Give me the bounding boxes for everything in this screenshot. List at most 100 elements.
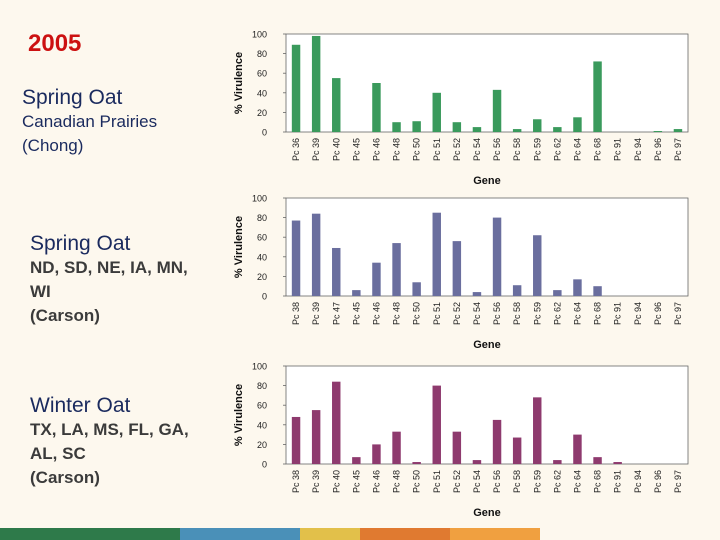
bar <box>512 285 522 296</box>
y-tick-label: 100 <box>252 30 267 40</box>
virulence-chart-1: 0 20 40 60 80 100 % Virulence Pc 36 Pc 39 Pc 40 Pc… <box>220 22 720 192</box>
bar <box>472 292 482 296</box>
x-tick-label: Pc 39 <box>311 138 321 161</box>
bar <box>492 217 502 296</box>
x-tick-label: Pc 59 <box>532 470 542 493</box>
x-tick-label: Pc 40 <box>331 470 341 493</box>
x-tick-label: Pc 51 <box>432 470 442 493</box>
y-tick-label: 20 <box>257 272 267 282</box>
y-tick-label: 60 <box>257 401 267 411</box>
bar <box>291 416 301 464</box>
bar <box>311 35 321 132</box>
y-axis-label: % Virulence <box>233 384 245 446</box>
bar <box>452 431 462 464</box>
bar <box>372 83 381 132</box>
panel-subtitle-line: AL, SC <box>30 444 86 463</box>
bottom-bar-segment <box>300 528 360 540</box>
x-tick-label: Pc 54 <box>472 302 482 325</box>
x-tick-label: Pc 59 <box>532 302 542 325</box>
bar <box>332 381 341 464</box>
x-tick-label: Pc 46 <box>371 470 381 493</box>
x-tick-label: Pc 68 <box>593 302 603 325</box>
bar <box>593 457 602 464</box>
x-tick-label: Pc 45 <box>351 138 361 161</box>
panel-subtitle-line: ND, SD, NE, IA, MN, <box>30 258 188 277</box>
bar <box>573 117 582 132</box>
bar <box>372 262 381 296</box>
x-tick-label: Pc 50 <box>412 470 422 493</box>
year-title: 2005 <box>28 30 82 57</box>
x-tick-label: Pc 97 <box>673 470 683 493</box>
bar <box>412 121 421 132</box>
x-tick-label: Pc 48 <box>392 470 402 493</box>
y-tick-label: 100 <box>252 194 267 204</box>
bar <box>553 127 562 132</box>
x-axis-label: Gene <box>473 175 501 187</box>
bar <box>533 119 542 132</box>
x-tick-label: Pc 58 <box>512 302 522 325</box>
x-tick-label: Pc 46 <box>371 302 381 325</box>
bar <box>432 385 441 464</box>
x-tick-label: Pc 62 <box>552 302 562 325</box>
x-tick-label: Pc 58 <box>512 138 522 161</box>
bar <box>512 437 522 464</box>
bar <box>372 444 381 464</box>
x-tick-label: Pc 50 <box>412 138 422 161</box>
y-tick-label: 40 <box>257 88 267 98</box>
x-tick-label: Pc 62 <box>552 470 562 493</box>
bottom-color-bar <box>0 528 540 540</box>
x-tick-label: Pc 48 <box>392 138 402 161</box>
panel-label-3: Winter Oat TX, LA, MS, FL, GA, AL, SC (C… <box>30 394 189 490</box>
x-tick-label: Pc 45 <box>351 302 361 325</box>
x-tick-label: Pc 56 <box>492 138 502 161</box>
plot-area <box>285 197 689 297</box>
bar <box>492 419 502 464</box>
x-tick-label: Pc 64 <box>572 138 582 161</box>
y-tick-label: 80 <box>257 49 267 59</box>
bar <box>332 247 341 296</box>
plot-area <box>285 33 689 133</box>
x-tick-label: Pc 97 <box>673 302 683 325</box>
x-tick-label: Pc 38 <box>291 470 301 493</box>
x-axis-label: Gene <box>473 507 501 519</box>
x-tick-label: Pc 64 <box>572 470 582 493</box>
y-tick-label: 0 <box>262 460 267 470</box>
panel-subtitle-line: TX, LA, MS, FL, GA, <box>30 420 189 439</box>
bar <box>553 460 562 464</box>
y-tick-label: 80 <box>257 381 267 391</box>
panel-title: Spring Oat <box>30 232 131 255</box>
bar <box>432 92 441 132</box>
bar <box>412 462 421 464</box>
y-tick-label: 60 <box>257 233 267 243</box>
bar <box>412 282 421 296</box>
bar <box>533 397 542 464</box>
x-tick-label: Pc 40 <box>331 138 341 161</box>
x-tick-label: Pc 94 <box>633 302 643 325</box>
chart-svg: 0 20 40 60 80 100 % Virulence Pc 38 Pc 39 Pc 40 Pc… <box>233 362 689 519</box>
y-axis-label: % Virulence <box>233 216 245 278</box>
bottom-bar-segment <box>0 528 180 540</box>
plot-area <box>285 365 689 465</box>
bar <box>392 243 401 296</box>
x-tick-label: Pc 68 <box>593 470 603 493</box>
x-tick-label: Pc 48 <box>392 302 402 325</box>
panel-subtitle-line: WI <box>30 282 51 301</box>
x-tick-label: Pc 96 <box>653 302 663 325</box>
chart-svg: 0 20 40 60 80 100 % Virulence Pc 36 Pc 39 Pc 40 Pc… <box>233 30 689 187</box>
bar <box>291 220 301 296</box>
bar <box>593 61 602 132</box>
bar <box>392 431 401 464</box>
bar <box>452 122 462 132</box>
x-tick-label: Pc 36 <box>291 138 301 161</box>
chart-svg: 0 20 40 60 80 100 % Virulence Pc 38 Pc 39 Pc 47 Pc… <box>233 194 689 351</box>
bar <box>291 44 301 132</box>
bar <box>311 213 321 296</box>
bar <box>492 89 502 132</box>
bar <box>553 290 562 296</box>
x-tick-label: Pc 91 <box>613 138 623 161</box>
panel-subtitle-line: (Carson) <box>30 306 100 325</box>
x-tick-label: Pc 91 <box>613 302 623 325</box>
bar <box>432 212 441 296</box>
x-tick-label: Pc 97 <box>673 138 683 161</box>
bar <box>593 286 602 296</box>
